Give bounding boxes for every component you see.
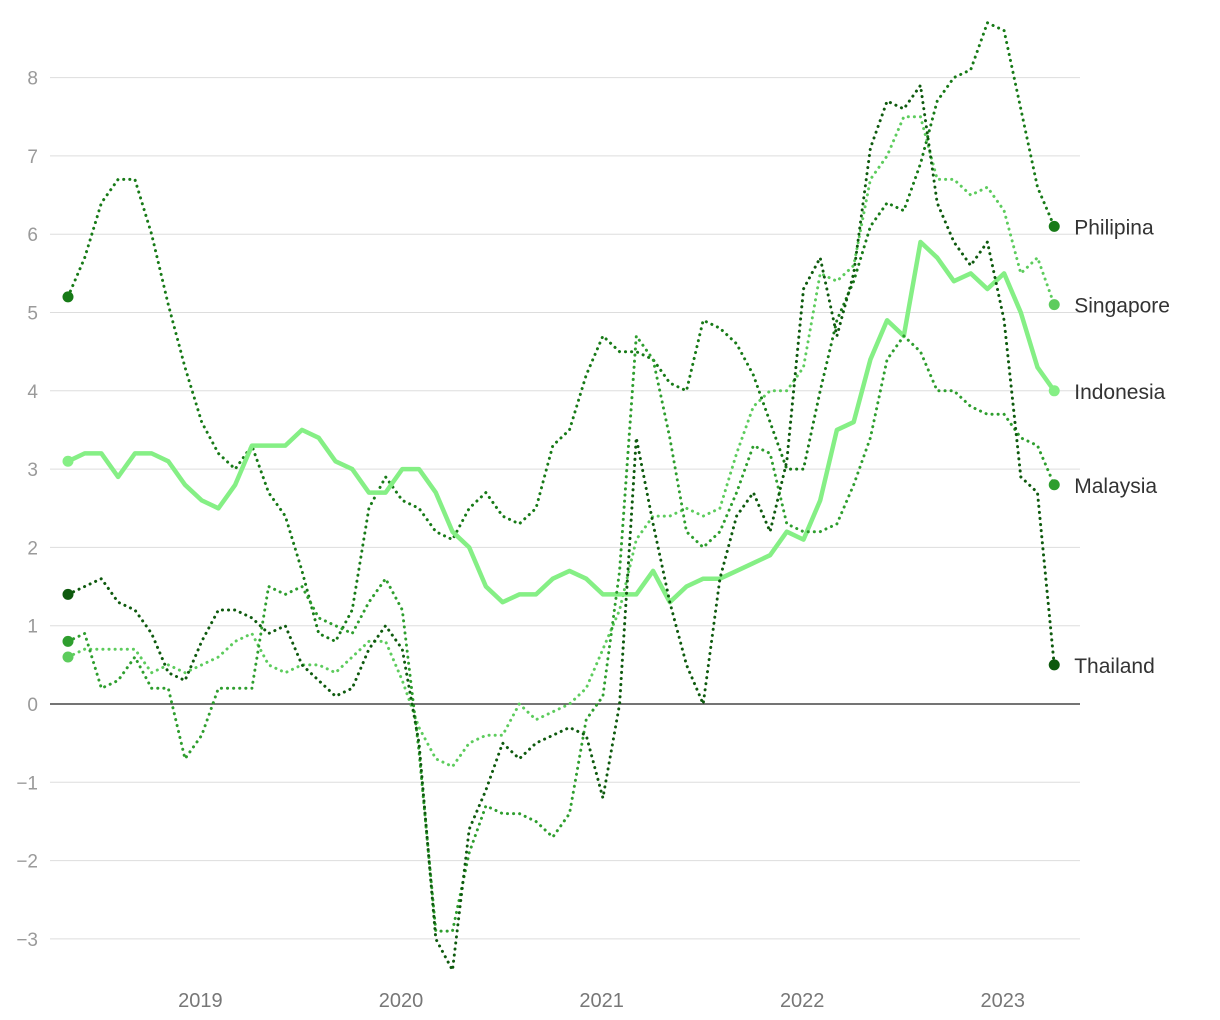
x-tick-label: 2019 bbox=[178, 990, 223, 1012]
y-tick-label: 5 bbox=[27, 304, 38, 325]
y-tick-label: 7 bbox=[27, 147, 38, 168]
y-tick-label: 1 bbox=[27, 617, 38, 638]
series-label-malaysia: Malaysia bbox=[1074, 475, 1157, 498]
x-tick-label: 2023 bbox=[981, 990, 1026, 1012]
x-tick-label: 2020 bbox=[379, 990, 424, 1012]
y-tick-label: 4 bbox=[27, 382, 38, 403]
series-philipina bbox=[62, 21, 1060, 643]
series-line-thailand bbox=[66, 83, 1056, 972]
series-indonesia bbox=[62, 239, 1060, 605]
y-tick-label: 8 bbox=[27, 69, 38, 90]
y-tick-label: −3 bbox=[16, 930, 38, 951]
series-label-thailand: Thailand bbox=[1074, 655, 1155, 678]
y-axis-ticks: −3 −2 −1 0 1 2 3 4 5 6 7 8 bbox=[16, 69, 38, 951]
series-end-point-malaysia bbox=[1048, 479, 1060, 491]
series-start-point-malaysia bbox=[62, 635, 74, 647]
series-line-malaysia bbox=[66, 334, 1056, 933]
series-line-philipina bbox=[66, 21, 1056, 643]
y-tick-label: −2 bbox=[16, 852, 38, 873]
series-end-point-singapore bbox=[1048, 299, 1060, 311]
series-line-singapore bbox=[66, 115, 1056, 769]
y-tick-label: −1 bbox=[16, 773, 38, 794]
series-start-point-singapore bbox=[62, 651, 74, 663]
series-start-point-thailand bbox=[62, 588, 74, 600]
series-label-indonesia: Indonesia bbox=[1074, 381, 1165, 404]
series-end-point-indonesia bbox=[1048, 385, 1060, 397]
series-group bbox=[62, 21, 1060, 972]
x-axis-ticks: 2019 2020 2021 2022 2023 bbox=[178, 990, 1025, 1012]
series-start-point-philipina bbox=[62, 291, 74, 303]
series-end-point-thailand bbox=[1048, 659, 1060, 671]
x-tick-label: 2022 bbox=[780, 990, 825, 1012]
series-label-philipina: Philipina bbox=[1074, 216, 1154, 239]
series-end-point-philipina bbox=[1048, 220, 1060, 232]
series-thailand bbox=[62, 83, 1060, 972]
series-start-point-indonesia bbox=[62, 455, 74, 467]
y-tick-label: 6 bbox=[27, 225, 38, 246]
y-tick-label: 2 bbox=[27, 538, 38, 559]
y-gridlines bbox=[50, 77, 1080, 940]
series-line-indonesia bbox=[65, 239, 1057, 605]
x-tick-label: 2021 bbox=[579, 990, 624, 1012]
series-labels: Philipina Singapore Indonesia Malaysia Thail… bbox=[1074, 216, 1170, 677]
series-label-singapore: Singapore bbox=[1074, 295, 1170, 318]
series-singapore bbox=[62, 115, 1060, 769]
series-malaysia bbox=[62, 334, 1060, 933]
y-tick-label: 0 bbox=[27, 695, 38, 716]
y-tick-label: 3 bbox=[27, 460, 38, 481]
